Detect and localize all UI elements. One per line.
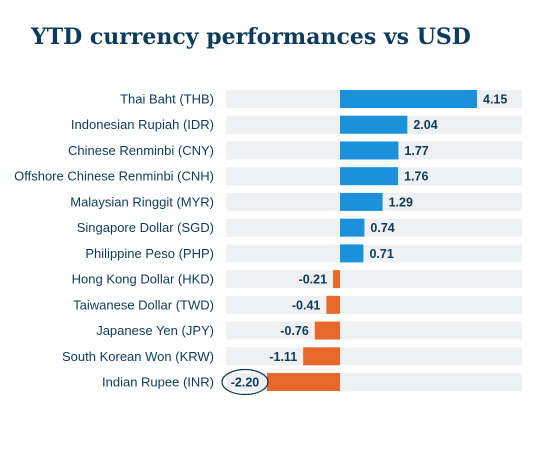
- category-label: Taiwanese Dollar (TWD): [73, 297, 214, 312]
- row-background: [226, 347, 522, 366]
- row-background: [226, 295, 522, 314]
- value-label: 0.74: [370, 221, 394, 235]
- bar: [326, 295, 340, 314]
- value-label: -2.20: [231, 376, 260, 390]
- value-label: 2.04: [413, 118, 437, 132]
- bar: [340, 192, 383, 211]
- bar: [314, 321, 340, 340]
- value-label: -0.41: [292, 298, 321, 312]
- bar: [303, 347, 340, 366]
- bar: [267, 373, 340, 392]
- value-label: 1.29: [389, 195, 413, 209]
- category-label: Japanese Yen (JPY): [96, 323, 214, 338]
- category-label: Indonesian Rupiah (IDR): [71, 117, 214, 132]
- bar: [340, 141, 399, 160]
- value-label: -1.11: [269, 350, 297, 364]
- row-background: [226, 244, 522, 263]
- bar: [340, 218, 365, 237]
- category-label: Offshore Chinese Renminbi (CNH): [14, 169, 214, 184]
- row-background: [226, 321, 522, 340]
- row-background: [226, 218, 522, 237]
- category-label: Indian Rupee (INR): [102, 375, 214, 390]
- category-label: Singapore Dollar (SGD): [77, 220, 214, 235]
- row-background: [226, 270, 522, 289]
- category-label: South Korean Won (KRW): [62, 349, 214, 364]
- value-label: -0.76: [280, 324, 309, 338]
- bar: [340, 90, 477, 108]
- highlight-ellipse: [221, 368, 269, 396]
- value-label: 1.76: [404, 170, 428, 184]
- bar: [340, 244, 364, 263]
- bar: [333, 270, 340, 289]
- value-label: 0.71: [369, 247, 393, 261]
- chart-title: YTD currency performances vs USD: [31, 24, 471, 50]
- category-label: Thai Baht (THB): [120, 92, 214, 107]
- value-label: 4.15: [483, 93, 507, 107]
- category-label: Chinese Renminbi (CNY): [68, 143, 214, 158]
- value-label: -0.21: [299, 273, 328, 287]
- category-label: Hong Kong Dollar (HKD): [72, 272, 214, 287]
- category-label: Malaysian Ringgit (MYR): [70, 194, 214, 209]
- bar: [340, 115, 408, 134]
- value-label: 1.77: [404, 144, 428, 158]
- category-label: Philippine Peso (PHP): [85, 246, 214, 261]
- bar: [340, 167, 399, 186]
